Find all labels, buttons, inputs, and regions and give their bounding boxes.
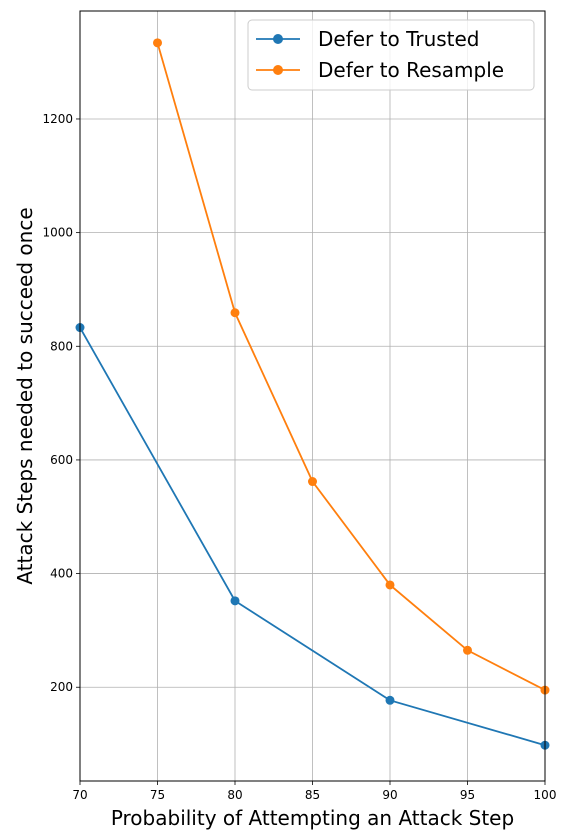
point-defer-to-trusted-80 bbox=[230, 596, 240, 606]
legend-box bbox=[247, 19, 535, 91]
series-line-defer-to-resample bbox=[156, 42, 546, 691]
y-tick-label-1000: 1000 bbox=[42, 226, 73, 240]
x-tick-label-95: 95 bbox=[460, 788, 475, 802]
x-tick-label-100: 100 bbox=[534, 788, 557, 802]
x-tick-label-70: 70 bbox=[72, 788, 87, 802]
x-tick-label-80: 80 bbox=[227, 788, 242, 802]
series-layer bbox=[75, 38, 550, 750]
point-defer-to-resample-80 bbox=[230, 308, 240, 318]
y-tick-label-1200: 1200 bbox=[42, 112, 73, 126]
y-tick-label-600: 600 bbox=[50, 453, 73, 467]
x-axis-ticks: 70 75 80 85 90 95 100 bbox=[72, 781, 556, 802]
x-tick-label-75: 75 bbox=[150, 788, 165, 802]
x-tick-label-85: 85 bbox=[305, 788, 320, 802]
y-tick-label-200: 200 bbox=[50, 680, 73, 694]
grid bbox=[79, 11, 546, 781]
y-axis-ticks: 200 400 600 800 1000 1200 bbox=[42, 112, 80, 694]
x-tick-label-90: 90 bbox=[382, 788, 397, 802]
legend-entry-defer-to-resample: Defer to Resample bbox=[318, 58, 504, 82]
x-axis-label: Probability of Attempting an Attack Step bbox=[111, 806, 514, 830]
legend: Defer to Trusted Defer to Resample bbox=[247, 19, 535, 91]
point-defer-to-resample-90 bbox=[385, 580, 395, 590]
point-defer-to-trusted-90 bbox=[385, 695, 395, 705]
point-defer-to-resample-75 bbox=[153, 38, 162, 48]
y-tick-label-800: 800 bbox=[50, 339, 73, 353]
y-axis-label: Attack Steps needed to succeed once bbox=[13, 207, 37, 584]
point-defer-to-resample-85 bbox=[308, 477, 317, 487]
legend-marker-defer-to-resample bbox=[273, 65, 283, 75]
point-defer-to-resample-95 bbox=[463, 645, 472, 655]
legend-entry-defer-to-trusted: Defer to Trusted bbox=[318, 27, 480, 51]
y-tick-label-400: 400 bbox=[50, 567, 73, 581]
series-line-defer-to-trusted bbox=[79, 327, 546, 747]
legend-marker-defer-to-trusted bbox=[273, 34, 283, 44]
